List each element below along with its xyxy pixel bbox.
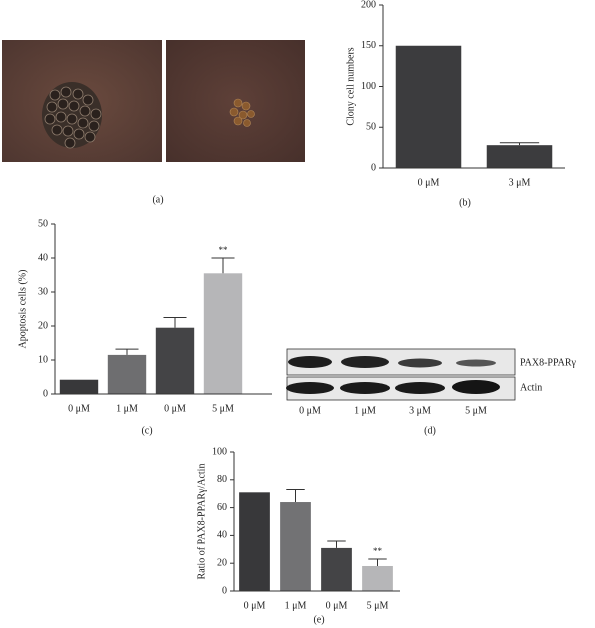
y-tick-label: 0: [371, 162, 376, 173]
y-axis-label: Ratio of PAX8-PPARγ/Actin: [196, 464, 207, 580]
x-tick-label: 5 μM: [367, 600, 389, 611]
bar: [107, 354, 147, 394]
blot-lane-label: 5 μM: [465, 405, 487, 416]
bar: [395, 45, 462, 168]
y-tick-label: 0: [43, 388, 48, 399]
blot-band: [395, 382, 445, 394]
blot-band: [288, 356, 332, 368]
bar: [203, 273, 243, 394]
blot-band: [456, 359, 496, 367]
x-tick-label: 0 μM: [244, 600, 266, 611]
y-tick-label: 100: [212, 446, 227, 457]
y-tick-label: 0: [222, 585, 227, 596]
error-bar: [368, 558, 387, 566]
y-tick-label: 40: [217, 530, 227, 541]
y-tick-label: 10: [38, 354, 48, 365]
x-tick-label: 0 μM: [68, 403, 90, 414]
bar: [239, 492, 270, 591]
x-tick-label: 1 μM: [285, 600, 307, 611]
panel-label: (d): [424, 425, 436, 436]
error-bar: [115, 348, 139, 355]
y-tick-label: 40: [38, 252, 48, 263]
significance-label: **: [373, 546, 383, 556]
y-tick-label: 20: [38, 320, 48, 331]
bar: [362, 565, 393, 591]
y-tick-label: 60: [217, 502, 227, 513]
blot-band: [452, 380, 500, 394]
x-tick-label: 0 μM: [326, 600, 348, 611]
blot-band: [340, 382, 390, 394]
error-bar: [286, 489, 305, 503]
panel-label: (a): [152, 194, 163, 205]
blot-band: [341, 356, 389, 368]
y-tick-label: 50: [366, 122, 376, 133]
y-tick-label: 20: [217, 557, 227, 568]
bar: [59, 379, 99, 394]
y-axis-label: Clony cell numbers: [345, 47, 356, 125]
y-axis-label: Apoptosis cells (%): [17, 270, 28, 349]
y-tick-label: 150: [361, 40, 376, 51]
blot-row-label: Actin: [520, 382, 542, 393]
bar: [155, 327, 195, 394]
x-tick-label: 0 μM: [164, 403, 186, 414]
error-bar: [211, 257, 235, 274]
error-bar: [327, 540, 346, 548]
x-tick-label: 5 μM: [212, 403, 234, 414]
panel-label: (c): [141, 425, 152, 436]
blot-row-label: PAX8-PPARγ: [520, 357, 577, 368]
colony-small: [229, 98, 255, 127]
blot-band: [398, 358, 442, 368]
bar: [280, 502, 311, 591]
error-bar: [163, 317, 187, 328]
panel-label: (b): [459, 197, 471, 208]
blot-lane-label: 1 μM: [354, 405, 376, 416]
bar: [486, 145, 553, 168]
panel-label: (e): [313, 614, 324, 625]
blot-band: [286, 382, 334, 394]
western-blot: [286, 348, 516, 401]
y-tick-label: 80: [217, 474, 227, 485]
blot-lane-label: 3 μM: [409, 405, 431, 416]
bar: [321, 547, 352, 591]
x-tick-label: 0 μM: [418, 177, 440, 188]
error-bar: [499, 142, 540, 146]
colony-large: [42, 82, 102, 149]
y-tick-label: 30: [38, 286, 48, 297]
significance-label: **: [219, 245, 229, 255]
y-tick-label: 100: [361, 81, 376, 92]
micrographs: [2, 40, 305, 162]
blot-lane-label: 0 μM: [299, 405, 321, 416]
x-tick-label: 3 μM: [509, 177, 531, 188]
y-tick-label: 50: [38, 218, 48, 229]
x-tick-label: 1 μM: [116, 403, 138, 414]
y-tick-label: 200: [361, 0, 376, 10]
